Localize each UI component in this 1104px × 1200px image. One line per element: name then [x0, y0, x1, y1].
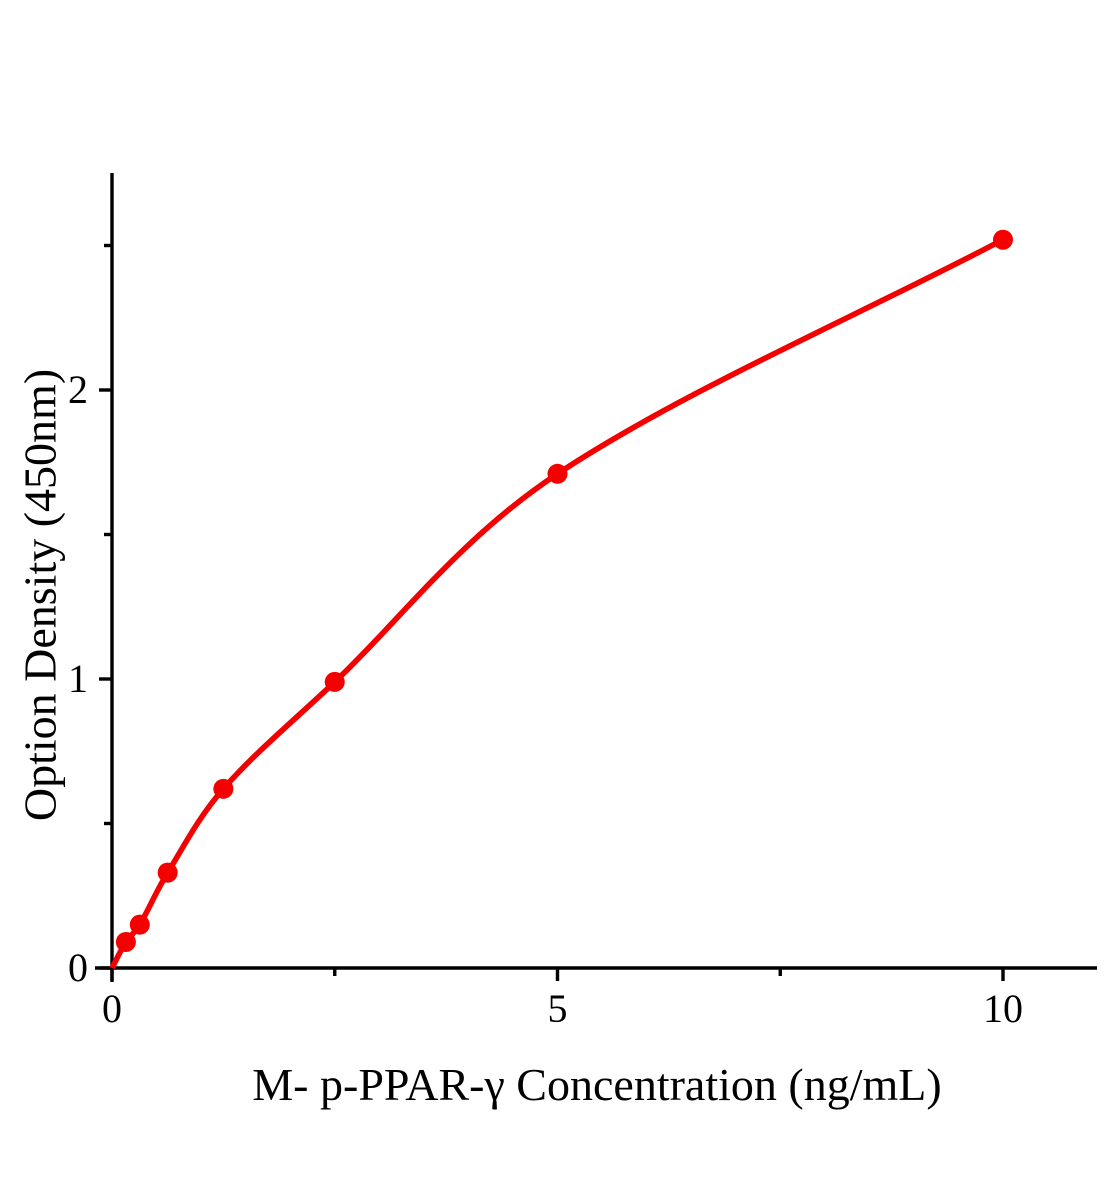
x-axis-title: M- p-PPAR-γ Concentration (ng/mL)	[252, 1059, 942, 1110]
y-tick-label: 0	[68, 945, 88, 990]
data-point-marker	[129, 914, 150, 935]
standard-curve-line	[109, 237, 1005, 970]
data-point-marker	[213, 778, 234, 799]
data-point-marker	[993, 229, 1013, 250]
y-axis-title: Option Density (450nm)	[14, 368, 66, 822]
x-tick-label: 5	[548, 986, 568, 1031]
x-tick-label: 0	[102, 986, 122, 1031]
y-tick-label: 2	[68, 367, 88, 412]
data-point-marker	[115, 931, 136, 952]
data-point-marker	[324, 671, 345, 692]
data-point-marker	[157, 862, 178, 883]
y-tick-label: 1	[68, 656, 88, 701]
data-point-marker	[547, 463, 568, 484]
x-tick-label: 10	[983, 986, 1023, 1031]
